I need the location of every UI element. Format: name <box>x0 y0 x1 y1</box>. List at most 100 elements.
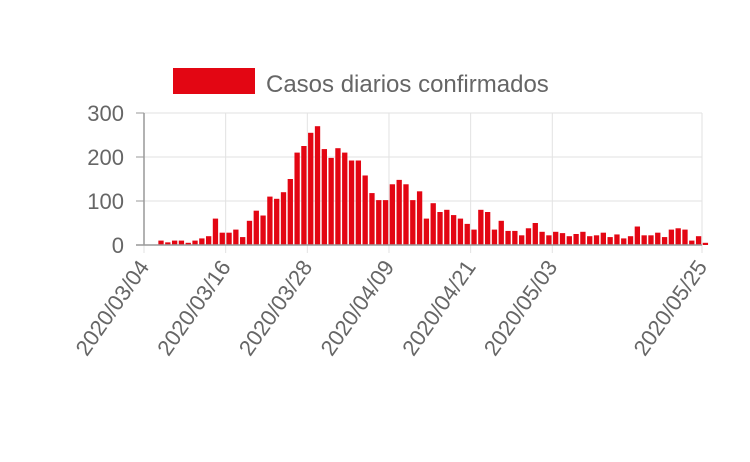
bar <box>695 236 702 245</box>
x-tick-label: 2020/05/25 <box>628 256 712 361</box>
bar <box>600 232 606 245</box>
bar <box>553 231 559 245</box>
bar <box>655 232 661 245</box>
bar <box>689 240 695 245</box>
bar <box>178 240 185 245</box>
bar <box>614 234 620 245</box>
bar <box>240 237 246 245</box>
bar <box>491 229 498 245</box>
bar <box>192 240 198 245</box>
bar <box>525 228 532 245</box>
y-tick-label: 300 <box>87 101 124 126</box>
legend: Casos diarios confirmados <box>173 68 549 98</box>
bar <box>308 132 314 245</box>
bar <box>607 237 613 245</box>
bar <box>471 229 477 245</box>
bar <box>634 226 641 245</box>
bar <box>233 229 239 245</box>
bar <box>539 231 545 245</box>
bar <box>260 215 266 245</box>
bar <box>702 242 709 245</box>
bar <box>512 230 518 245</box>
bar <box>158 240 164 245</box>
x-tick-label: 2020/03/04 <box>70 256 154 361</box>
bar <box>457 218 464 245</box>
bar <box>437 212 443 245</box>
bar <box>212 218 219 245</box>
bar <box>267 196 273 245</box>
bar <box>478 209 484 245</box>
bar <box>246 220 253 245</box>
bar <box>430 203 436 245</box>
bar <box>294 152 300 245</box>
bar <box>280 192 287 245</box>
legend-swatch <box>173 68 255 94</box>
bar <box>226 232 232 245</box>
bar <box>171 240 178 245</box>
bars <box>158 126 709 245</box>
bar <box>648 235 654 245</box>
bar <box>335 148 341 245</box>
bar <box>396 179 402 245</box>
axes <box>136 112 702 246</box>
bar <box>389 184 396 245</box>
x-tick-label: 2020/04/09 <box>315 256 399 361</box>
bar <box>580 231 586 245</box>
bar <box>301 146 307 245</box>
bar <box>165 242 171 245</box>
bar <box>464 223 470 245</box>
bar <box>587 236 593 245</box>
bar <box>287 179 293 245</box>
bar <box>450 215 457 245</box>
bar <box>532 223 538 245</box>
bar <box>641 235 647 245</box>
bar <box>444 209 450 245</box>
bar <box>498 220 504 245</box>
bar <box>362 175 368 245</box>
bar <box>382 200 389 245</box>
bar <box>253 210 259 245</box>
bar <box>199 238 205 245</box>
x-tick-label: 2020/03/16 <box>152 256 236 361</box>
bar <box>328 157 334 245</box>
y-tick-label: 0 <box>112 233 124 258</box>
bar <box>621 238 627 245</box>
bar <box>668 229 675 245</box>
x-tick-label: 2020/04/21 <box>397 256 481 361</box>
bar <box>519 235 525 245</box>
bar <box>321 149 327 245</box>
bar <box>219 232 225 245</box>
bar <box>342 152 348 245</box>
bar <box>369 193 375 245</box>
y-tick-label: 100 <box>87 189 124 214</box>
bar <box>274 198 280 245</box>
bar <box>348 160 355 245</box>
bar <box>682 229 688 245</box>
x-tick-label: 2020/03/28 <box>234 256 318 361</box>
bar <box>416 191 423 245</box>
bar <box>661 237 668 245</box>
gridlines <box>143 112 703 253</box>
bar <box>627 236 634 245</box>
bar <box>566 236 572 245</box>
bar <box>376 200 382 245</box>
bar <box>355 160 362 245</box>
bar <box>314 126 321 245</box>
bar <box>185 242 191 245</box>
bar <box>546 235 552 245</box>
y-tick-label: 200 <box>87 145 124 170</box>
bar <box>505 230 511 245</box>
bar <box>675 228 681 245</box>
x-tick-labels: 2020/03/042020/03/162020/03/282020/04/09… <box>70 256 712 361</box>
bar <box>403 184 409 245</box>
bar <box>593 235 600 245</box>
bar <box>573 234 579 245</box>
y-tick-labels: 0 100 200 300 <box>87 101 124 258</box>
bar <box>423 218 430 245</box>
bar <box>205 236 212 245</box>
bar <box>484 212 491 245</box>
legend-label: Casos diarios confirmados <box>266 71 549 98</box>
bar <box>559 233 566 245</box>
